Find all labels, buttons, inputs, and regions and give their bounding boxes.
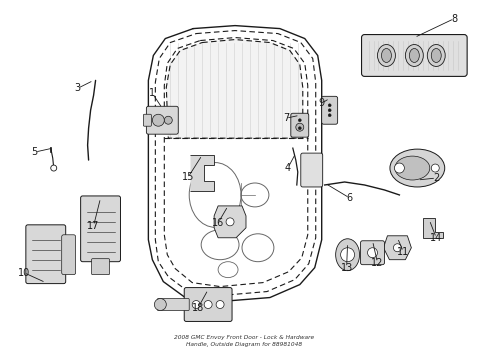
FancyBboxPatch shape: [81, 196, 120, 262]
Circle shape: [51, 165, 57, 171]
Text: 3: 3: [75, 84, 81, 93]
Ellipse shape: [377, 45, 395, 67]
Circle shape: [216, 301, 224, 309]
FancyBboxPatch shape: [143, 114, 151, 126]
Circle shape: [295, 123, 303, 131]
Circle shape: [154, 298, 166, 310]
Text: 14: 14: [429, 233, 442, 243]
Ellipse shape: [381, 49, 390, 62]
Circle shape: [327, 114, 330, 117]
FancyBboxPatch shape: [157, 298, 189, 310]
Polygon shape: [423, 218, 442, 238]
Ellipse shape: [335, 239, 359, 271]
FancyBboxPatch shape: [61, 235, 76, 275]
Text: 18: 18: [192, 302, 204, 312]
Ellipse shape: [389, 149, 444, 187]
Text: 4: 4: [284, 163, 290, 173]
Circle shape: [298, 127, 301, 130]
Ellipse shape: [427, 45, 444, 67]
FancyBboxPatch shape: [184, 288, 232, 321]
Text: 11: 11: [396, 247, 408, 257]
Circle shape: [367, 248, 377, 258]
Text: 16: 16: [211, 218, 224, 228]
Text: 1: 1: [149, 88, 155, 98]
Text: 6: 6: [346, 193, 352, 203]
Circle shape: [327, 104, 330, 107]
Polygon shape: [383, 236, 410, 260]
Text: 12: 12: [370, 258, 383, 268]
Text: 2008 GMC Envoy Front Door - Lock & Hardware
Handle, Outside Diagram for 88981048: 2008 GMC Envoy Front Door - Lock & Hardw…: [174, 336, 313, 347]
Circle shape: [164, 116, 172, 124]
FancyBboxPatch shape: [146, 106, 178, 134]
FancyBboxPatch shape: [360, 241, 384, 265]
Text: 7: 7: [282, 113, 288, 123]
Ellipse shape: [394, 156, 429, 180]
Circle shape: [298, 119, 301, 122]
Circle shape: [152, 114, 164, 126]
Text: 10: 10: [18, 267, 30, 278]
FancyBboxPatch shape: [300, 153, 322, 187]
Text: 13: 13: [340, 263, 352, 273]
FancyBboxPatch shape: [290, 113, 308, 137]
Circle shape: [340, 248, 354, 262]
Circle shape: [203, 301, 212, 309]
Text: 9: 9: [318, 98, 324, 108]
FancyBboxPatch shape: [91, 259, 109, 275]
Circle shape: [192, 301, 200, 309]
Circle shape: [394, 163, 404, 173]
Circle shape: [430, 164, 438, 172]
Ellipse shape: [408, 49, 419, 62]
Text: 17: 17: [87, 221, 100, 231]
Text: 15: 15: [182, 172, 194, 182]
Polygon shape: [190, 155, 214, 191]
Circle shape: [327, 109, 330, 112]
Ellipse shape: [405, 45, 423, 67]
Circle shape: [393, 244, 401, 252]
Circle shape: [225, 218, 234, 226]
Polygon shape: [214, 206, 245, 238]
FancyBboxPatch shape: [361, 35, 466, 76]
Polygon shape: [166, 40, 302, 138]
Text: 5: 5: [32, 147, 38, 157]
Text: 8: 8: [450, 14, 456, 24]
Text: 2: 2: [432, 173, 439, 183]
FancyBboxPatch shape: [26, 225, 65, 284]
Ellipse shape: [430, 49, 440, 62]
FancyBboxPatch shape: [321, 96, 337, 124]
